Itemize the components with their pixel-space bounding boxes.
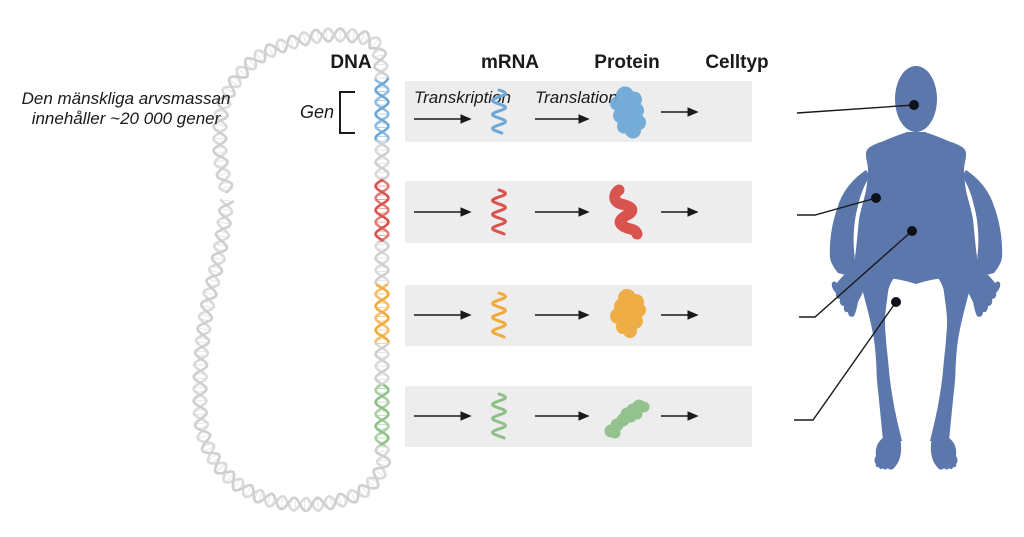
svg-text:mRNA: mRNA xyxy=(481,52,539,73)
svg-text:Celltyp: Celltyp xyxy=(705,52,768,73)
svg-text:Den mänskliga arvsmassan: Den mänskliga arvsmassan xyxy=(22,89,231,108)
svg-text:innehåller ~20 000 gener: innehåller ~20 000 gener xyxy=(32,109,222,128)
svg-text:Gen: Gen xyxy=(300,102,334,122)
svg-text:DNA: DNA xyxy=(330,52,371,73)
svg-text:Translation: Translation xyxy=(535,88,618,107)
svg-text:Protein: Protein xyxy=(594,52,659,73)
